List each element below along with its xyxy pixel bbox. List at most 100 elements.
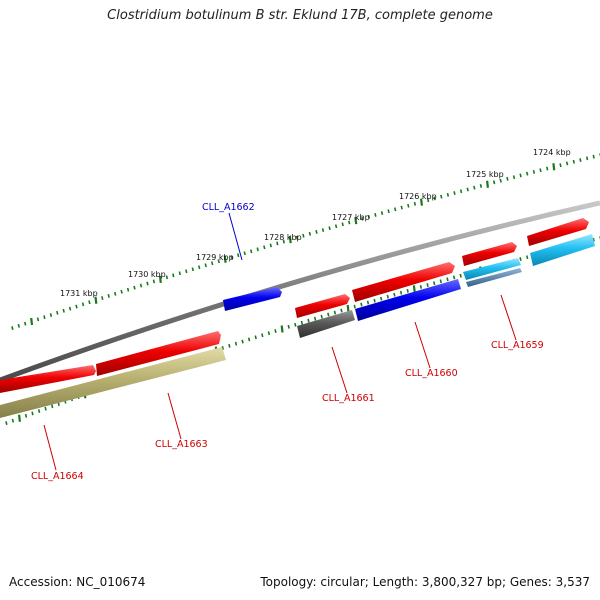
minor-tick xyxy=(241,339,244,344)
minor-tick xyxy=(380,211,384,215)
minor-tick xyxy=(327,312,330,317)
gene-label-cll-a1664[interactable]: CLL_A1664 xyxy=(31,471,84,482)
minor-tick xyxy=(592,237,595,242)
minor-tick xyxy=(348,220,351,225)
minor-tick xyxy=(198,265,201,270)
minor-tick xyxy=(321,228,325,232)
minor-tick xyxy=(340,308,343,313)
gene-cll-a1664-forward[interactable] xyxy=(0,365,96,393)
minor-tick xyxy=(315,230,318,234)
gene-cll-a1659-reverse-steel[interactable] xyxy=(466,268,522,287)
minor-tick xyxy=(374,213,377,217)
leader-cll-a1663 xyxy=(167,392,182,440)
minor-tick xyxy=(546,166,549,171)
minor-tick xyxy=(133,285,136,290)
gene-label-cll-a1661[interactable]: CLL_A1661 xyxy=(322,393,375,404)
minor-tick xyxy=(17,323,20,328)
gene-cll-a1663-reverse[interactable] xyxy=(0,347,226,418)
minor-tick xyxy=(228,343,231,348)
gene-cll-a1659-forward[interactable] xyxy=(462,242,517,266)
gene-cll-a1661-reverse[interactable] xyxy=(297,310,355,338)
gene-forward-edge[interactable] xyxy=(527,218,589,246)
major-tick xyxy=(280,325,284,333)
gene-cll-a1663-forward[interactable] xyxy=(96,331,221,376)
gene-reverse-edge[interactable] xyxy=(530,234,595,266)
leader-cll-a1660 xyxy=(414,321,431,369)
minor-tick xyxy=(386,294,389,299)
minor-tick xyxy=(473,185,476,190)
kbp-label: 1727 kbp xyxy=(332,213,370,222)
minor-tick xyxy=(453,191,456,195)
leader-cll-a1661 xyxy=(331,346,348,394)
minor-tick xyxy=(139,283,143,288)
minor-tick xyxy=(313,316,317,321)
gene-cll-a1660-reverse[interactable] xyxy=(355,279,461,321)
minor-tick xyxy=(419,285,423,289)
minor-tick xyxy=(407,203,410,208)
minor-tick xyxy=(114,291,117,296)
minor-tick xyxy=(165,275,169,280)
gene-cll-a1659-reverse-cyan[interactable] xyxy=(463,258,521,280)
minor-tick xyxy=(300,320,304,325)
gene-label-cll-a1663[interactable]: CLL_A1663 xyxy=(155,439,208,450)
minor-tick xyxy=(126,287,130,292)
minor-tick xyxy=(519,257,522,261)
major-tick xyxy=(412,285,416,293)
minor-tick xyxy=(446,192,450,197)
minor-tick xyxy=(366,300,370,305)
minor-tick xyxy=(56,310,59,315)
minor-tick xyxy=(152,279,156,284)
minor-tick xyxy=(479,184,483,188)
minor-tick xyxy=(178,271,181,276)
minor-tick xyxy=(221,346,224,350)
major-tick xyxy=(158,275,162,284)
minor-tick xyxy=(526,171,529,176)
major-tick xyxy=(486,180,489,188)
kbp-label: 1724 kbp xyxy=(533,148,571,157)
minor-tick xyxy=(373,298,376,303)
major-tick xyxy=(94,296,98,304)
minor-tick xyxy=(341,222,344,227)
minor-tick xyxy=(393,292,396,297)
minor-tick xyxy=(387,209,390,214)
minor-tick xyxy=(5,421,8,425)
minor-tick xyxy=(572,159,575,164)
accession-text: Accession: NC_010674 xyxy=(9,575,146,589)
minor-tick xyxy=(11,326,14,330)
minor-tick xyxy=(532,170,536,174)
gene-cll-a1661-forward[interactable] xyxy=(295,294,350,318)
minor-tick xyxy=(440,194,443,199)
kbp-labels: 1731 kbp 1730 kbp 1729 kbp 1728 kbp 1727… xyxy=(60,148,571,298)
leader-cll-a1662 xyxy=(228,212,243,261)
minor-tick xyxy=(459,273,462,278)
minor-tick xyxy=(267,331,271,336)
minor-tick xyxy=(334,224,338,229)
kbp-label: 1728 kbp xyxy=(264,233,302,242)
minor-tick xyxy=(185,269,188,274)
gene-cll-a1660-forward[interactable] xyxy=(352,262,455,302)
minor-tick xyxy=(274,329,277,333)
minor-tick xyxy=(88,300,91,305)
minor-tick xyxy=(459,189,463,194)
major-tick xyxy=(288,235,292,244)
gene-label-cll-a1660[interactable]: CLL_A1660 xyxy=(405,368,458,379)
kbp-label: 1729 kbp xyxy=(196,253,234,262)
gene-cll-a1662[interactable] xyxy=(223,287,282,311)
leader-cll-a1664 xyxy=(43,424,57,471)
gene-label-cll-a1659[interactable]: CLL_A1659 xyxy=(491,340,544,351)
minor-tick xyxy=(585,156,589,161)
gene-label-cll-a1662[interactable]: CLL_A1662 xyxy=(202,202,255,213)
genome-backbone xyxy=(0,200,600,383)
minor-tick xyxy=(519,173,522,178)
minor-tick xyxy=(120,289,123,294)
minor-tick xyxy=(24,413,28,418)
minor-tick xyxy=(43,315,46,320)
minor-tick xyxy=(24,321,27,326)
minor-tick xyxy=(452,275,456,280)
major-tick xyxy=(552,163,556,171)
minor-tick xyxy=(433,281,436,286)
minor-tick xyxy=(302,233,305,238)
minor-tick xyxy=(44,406,47,411)
minor-tick xyxy=(539,168,542,173)
